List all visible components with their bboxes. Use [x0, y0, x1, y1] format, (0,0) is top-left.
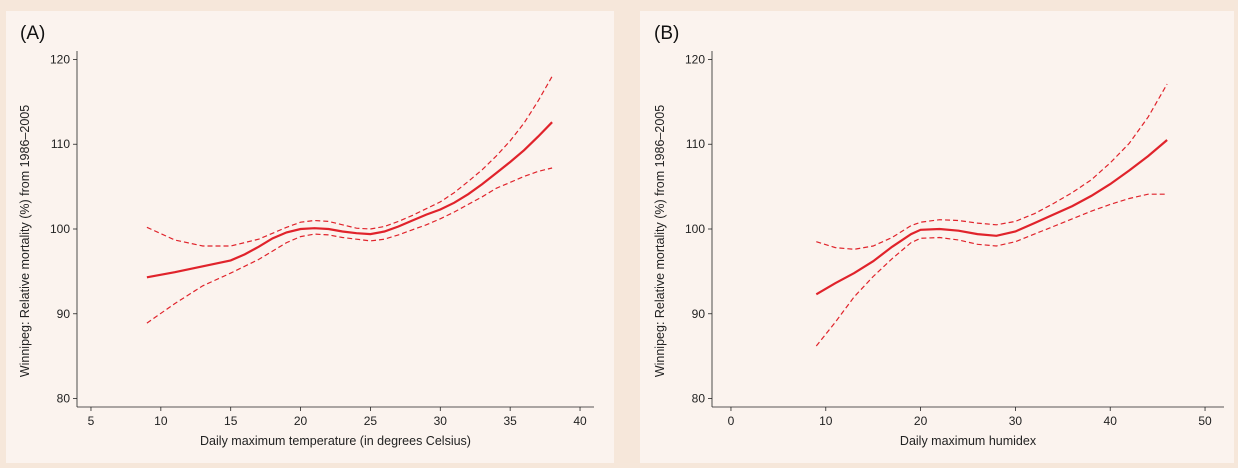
- x-axis-title: Daily maximum humidex: [900, 434, 1037, 448]
- upper-ci-line: [146, 76, 553, 247]
- lower-ci-line: [815, 193, 1168, 347]
- y-tick-label: 80: [692, 392, 706, 406]
- y-tick-label: 120: [50, 52, 70, 66]
- chart-a-svg: 80 90 100 110 120 5 10 15 20 25 30 35 40 Daily maximu…: [18, 51, 594, 448]
- y-axis-title: Winnipeg: Relative mortality (%) from 19…: [653, 105, 667, 377]
- x-tick-label: 40: [1104, 414, 1118, 428]
- estimate-line: [146, 121, 553, 279]
- estimate-line: [815, 139, 1168, 296]
- y-tick-label: 100: [685, 222, 705, 236]
- x-tick-label: 35: [503, 414, 517, 428]
- chart-b-svg: 80 90 100 110 120 0 10 20 30 40 50 Daily maximum hu…: [653, 51, 1224, 448]
- y-tick-label: 90: [692, 307, 706, 321]
- x-tick-label: 20: [914, 414, 928, 428]
- x-tick-label: 30: [434, 414, 448, 428]
- x-axis-title: Daily maximum temperature (in degrees Ce…: [200, 434, 471, 448]
- y-tick-label: 110: [51, 137, 70, 151]
- x-tick-label: 40: [573, 414, 587, 428]
- x-tick-label: 20: [294, 414, 308, 428]
- x-tick-label: 25: [364, 414, 378, 428]
- y-axis-title: Winnipeg: Relative mortality (%) from 19…: [18, 105, 32, 377]
- y-tick-label: 110: [686, 137, 705, 151]
- x-tick-label: 10: [154, 414, 168, 428]
- x-tick-label: 10: [819, 414, 833, 428]
- panel-a: (A) 80 90 100 110 120 5 10 15 20 25 30 35 40 Daily ma…: [6, 11, 614, 463]
- x-tick-label: 50: [1198, 414, 1212, 428]
- panel-label: (A): [20, 23, 46, 44]
- x-tick-label: 15: [224, 414, 238, 428]
- y-tick-label: 120: [685, 52, 705, 66]
- x-tick-label: 5: [88, 414, 95, 428]
- panel-label: (B): [654, 23, 680, 44]
- y-tick-label: 90: [57, 307, 71, 321]
- y-tick-label: 100: [50, 222, 70, 236]
- x-tick-label: 30: [1009, 414, 1023, 428]
- lower-ci-line: [146, 167, 553, 324]
- panel-b: (B) 80 90 100 110 120 0 10 20 30 40 50 Daily maximu…: [640, 11, 1234, 463]
- upper-ci-line: [816, 83, 1168, 250]
- y-tick-label: 80: [57, 392, 71, 406]
- x-tick-label: 0: [728, 414, 735, 428]
